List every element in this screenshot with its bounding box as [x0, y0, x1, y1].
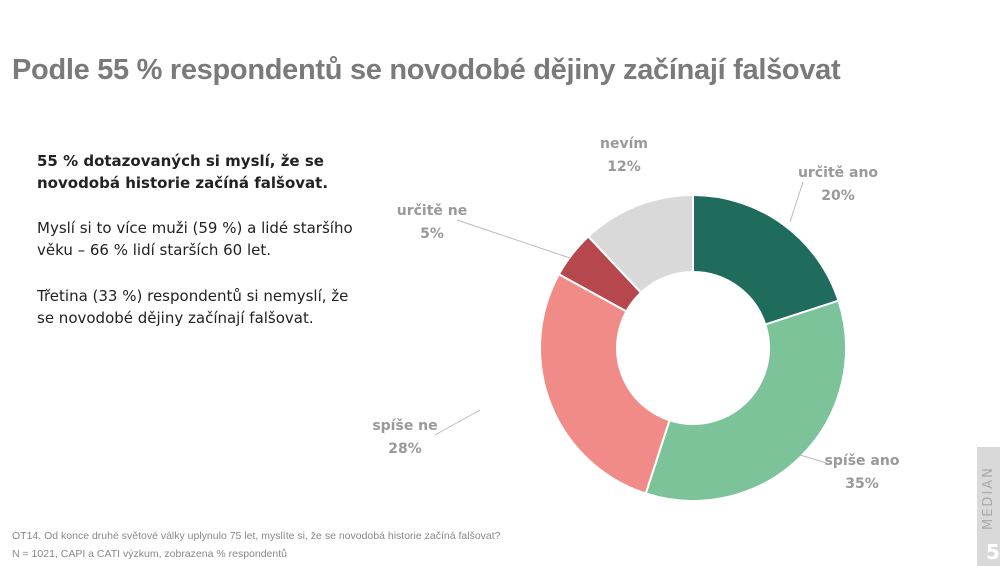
data-label-category: určitě ano: [798, 165, 878, 181]
footnote-question: OT14. Od konce druhé světové války uplyn…: [12, 530, 501, 542]
page-number: 5: [986, 540, 1000, 564]
leader-line-0: [789, 181, 804, 223]
footnote-sample: N = 1021, CAPI a CATI výzkum, zobrazena …: [12, 548, 287, 560]
brand-logo: MEDIAN: [981, 466, 996, 530]
side-bar: [977, 447, 1000, 566]
leader-line-3: [456, 219, 571, 259]
summary-gender-age: Myslí si to více muži (59 %) a lidé star…: [37, 219, 353, 259]
data-label-value: 12%: [607, 159, 641, 175]
slice-4: [586, 193, 694, 295]
data-label-category: nevím: [600, 136, 648, 152]
data-label-value: 20%: [821, 188, 855, 204]
data-label-category: spíše ano: [825, 453, 900, 469]
slice-0: [692, 193, 840, 326]
slice-1: [644, 299, 847, 502]
slice-2: [539, 272, 671, 495]
leader-line-1: [799, 454, 828, 464]
data-label-value: 5%: [420, 226, 444, 242]
data-label-category: určitě ne: [397, 203, 468, 219]
page-title: Podle 55 % respondentů se novodobé dějin…: [12, 54, 841, 86]
data-label-value: 28%: [388, 441, 422, 457]
summary-disagree: Třetina (33 %) respondentů si nemyslí, ž…: [37, 287, 349, 327]
summary-bold: 55 % dotazovaných si myslí, že se novodo…: [37, 152, 329, 192]
leader-line-2: [434, 409, 481, 436]
data-label-category: spíše ne: [372, 418, 437, 434]
data-label-value: 35%: [845, 476, 879, 492]
